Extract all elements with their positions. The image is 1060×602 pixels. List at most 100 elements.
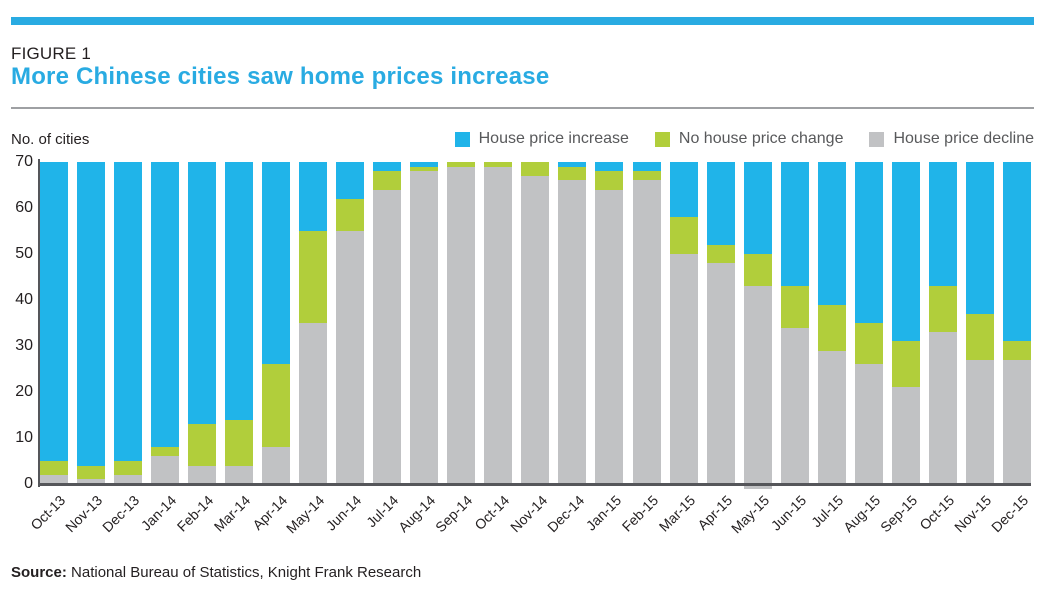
legend-swatch-icon [454, 131, 470, 147]
bar-Dec-14 [558, 162, 587, 484]
bar-Apr-14 [262, 162, 291, 484]
bar-segment [632, 180, 661, 484]
bar-segment [188, 162, 217, 425]
bar-segment [410, 171, 439, 484]
bar-segment [1002, 341, 1031, 360]
bar-segment [817, 162, 846, 305]
bar-segment [965, 162, 994, 314]
y-tick-label: 50 [15, 245, 33, 262]
bar-Aug-15 [854, 162, 883, 484]
legend-label: No house price change [678, 130, 844, 147]
bar-Dec-15 [1002, 162, 1031, 484]
bar-Sep-14 [447, 162, 476, 484]
bar-segment [410, 166, 439, 172]
bar-Dec-13 [114, 162, 143, 484]
bar-segment [114, 460, 143, 475]
bar-segment [595, 162, 624, 172]
bar-May-14 [299, 162, 328, 484]
bar-segment [410, 162, 439, 167]
bar-Nov-13 [77, 162, 106, 484]
bar-Feb-15 [632, 162, 661, 484]
bar-Mar-15 [669, 162, 698, 484]
bar-segment [743, 254, 772, 287]
bar-Jan-15 [595, 162, 624, 484]
plot-area: Oct-13 Nov-13 Dec-13 Jan-14 Feb-14 Mar-14 Apr-… [27, 159, 1031, 536]
baseline-overhang [743, 484, 772, 489]
bar-segment [965, 359, 994, 484]
bar-segment [706, 263, 735, 484]
y-tick-label: 30 [15, 337, 33, 354]
bar-segment [151, 447, 180, 457]
bars-container [40, 162, 1031, 489]
title-divider [11, 107, 1034, 109]
y-tick-label: 70 [15, 153, 33, 170]
bar-Mar-14 [225, 162, 254, 484]
y-tick-label: 60 [15, 199, 33, 216]
bar-segment [225, 162, 254, 420]
bar-segment [299, 231, 328, 323]
bar-segment [262, 447, 291, 484]
legend-swatch-icon [654, 131, 670, 147]
bar-Sep-15 [891, 162, 920, 484]
bar-Jul-14 [373, 162, 402, 484]
bar-segment [114, 162, 143, 461]
bar-segment [521, 175, 550, 484]
bar-Jun-15 [780, 162, 809, 484]
bar-segment [336, 162, 365, 199]
bar-segment [151, 456, 180, 484]
y-tick-label: 10 [15, 429, 33, 446]
header-accent-bar [11, 17, 1034, 25]
legend-item: No house price change [654, 130, 844, 148]
bar-segment [743, 162, 772, 254]
bar-segment [188, 465, 217, 484]
bar-segment [1002, 162, 1031, 342]
bar-segment [1002, 359, 1031, 484]
bar-segment [854, 162, 883, 323]
bar-segment [669, 217, 698, 254]
bar-Jan-14 [151, 162, 180, 484]
bar-segment [336, 198, 365, 231]
bar-segment [780, 327, 809, 484]
bar-segment [114, 474, 143, 484]
bar-Aug-14 [410, 162, 439, 484]
bar-segment [706, 162, 735, 245]
bar-segment [151, 162, 180, 448]
bar-Oct-13 [40, 162, 68, 484]
figure-title: More Chinese cities saw home prices incr… [11, 63, 550, 90]
bar-Oct-15 [928, 162, 957, 484]
bar-segment [891, 162, 920, 342]
legend-swatch-icon [869, 131, 885, 147]
bar-segment [891, 387, 920, 484]
y-tick-label: 0 [24, 475, 33, 492]
bar-Nov-15 [965, 162, 994, 484]
bar-segment [188, 424, 217, 466]
y-tick-label: 40 [15, 291, 33, 308]
legend-item: House price decline [869, 130, 1034, 148]
bar-segment [817, 304, 846, 351]
bar-segment [484, 162, 513, 167]
bar-segment [669, 162, 698, 218]
bar-segment [928, 286, 957, 333]
bar-segment [40, 162, 68, 461]
bar-segment [447, 162, 476, 167]
bar-segment [225, 419, 254, 466]
bar-segment [77, 479, 106, 484]
bar-segment [77, 465, 106, 480]
source-note: Source: National Bureau of Statistics, K… [11, 564, 421, 581]
bar-Jul-15 [817, 162, 846, 484]
bar-segment [965, 313, 994, 360]
bar-segment [854, 364, 883, 484]
legend-label: House price decline [893, 130, 1034, 147]
bar-Oct-14 [484, 162, 513, 484]
bar-segment [817, 350, 846, 484]
y-tick-label: 20 [15, 383, 33, 400]
bar-segment [77, 162, 106, 466]
bar-May-15 [743, 162, 772, 489]
bar-segment [299, 162, 328, 231]
bar-segment [743, 286, 772, 484]
bar-segment [706, 244, 735, 264]
bar-segment [669, 253, 698, 484]
bar-Jun-14 [336, 162, 365, 484]
bar-segment [632, 162, 661, 172]
legend: House price increase No house price chang… [454, 130, 1034, 148]
